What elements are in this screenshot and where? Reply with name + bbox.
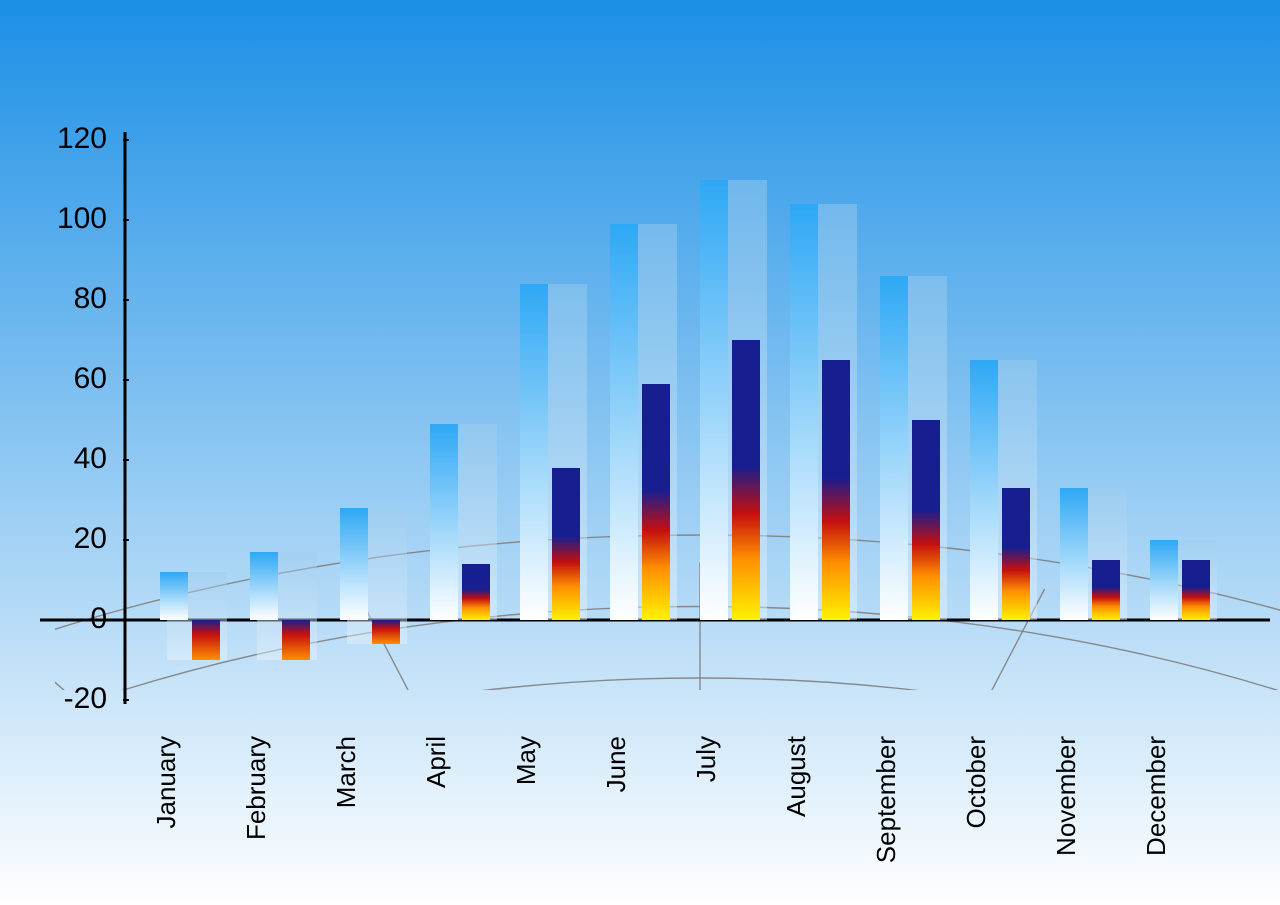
bar-series2 — [732, 340, 760, 620]
bar-series2 — [372, 620, 400, 644]
bar-series1 — [1060, 488, 1088, 620]
month-label: January — [151, 736, 181, 829]
month-label: November — [1051, 736, 1081, 856]
y-tick-label: 40 — [74, 442, 107, 475]
bar-series1 — [520, 284, 548, 620]
y-tick-label: -20 — [64, 682, 107, 715]
month-label: February — [241, 736, 271, 840]
bar-series2 — [282, 620, 310, 660]
bar-series2 — [1002, 488, 1030, 620]
bar-series1 — [1150, 540, 1178, 620]
month-label: April — [421, 736, 451, 788]
bar-series1 — [340, 508, 368, 620]
bar-series1 — [880, 276, 908, 620]
bar-series2 — [1182, 560, 1210, 620]
y-tick-label: 60 — [74, 362, 107, 395]
month-label: August — [781, 735, 811, 817]
bar-series1 — [700, 180, 728, 620]
bar-series1 — [610, 224, 638, 620]
monthly-bar-chart: -20 0 20 40 60 80 100 120 January February March A… — [0, 0, 1280, 905]
bar-series2 — [822, 360, 850, 620]
bar-series1 — [250, 552, 278, 620]
bar-series2 — [1092, 560, 1120, 620]
bar-series2 — [642, 384, 670, 620]
y-tick-label: 20 — [74, 522, 107, 555]
month-label: June — [601, 736, 631, 792]
bar-series2 — [192, 620, 220, 660]
bar-series1 — [790, 204, 818, 620]
month-label: May — [511, 736, 541, 785]
y-tick-label: 100 — [57, 202, 107, 235]
bar-series1 — [430, 424, 458, 620]
chart-canvas: -20 0 20 40 60 80 100 120 January February March A… — [0, 0, 1280, 905]
bar-series1 — [160, 572, 188, 620]
month-label: December — [1141, 736, 1171, 856]
month-label: October — [961, 736, 991, 829]
y-tick-label: 0 — [90, 602, 107, 635]
month-label: September — [871, 736, 901, 864]
month-label: July — [691, 736, 721, 782]
bar-series1 — [970, 360, 998, 620]
bar-series2 — [552, 468, 580, 620]
bar-series2 — [462, 564, 490, 620]
y-tick-label: 80 — [74, 282, 107, 315]
y-tick-label: 120 — [57, 122, 107, 155]
bar-series2 — [912, 420, 940, 620]
month-label: March — [331, 736, 361, 808]
